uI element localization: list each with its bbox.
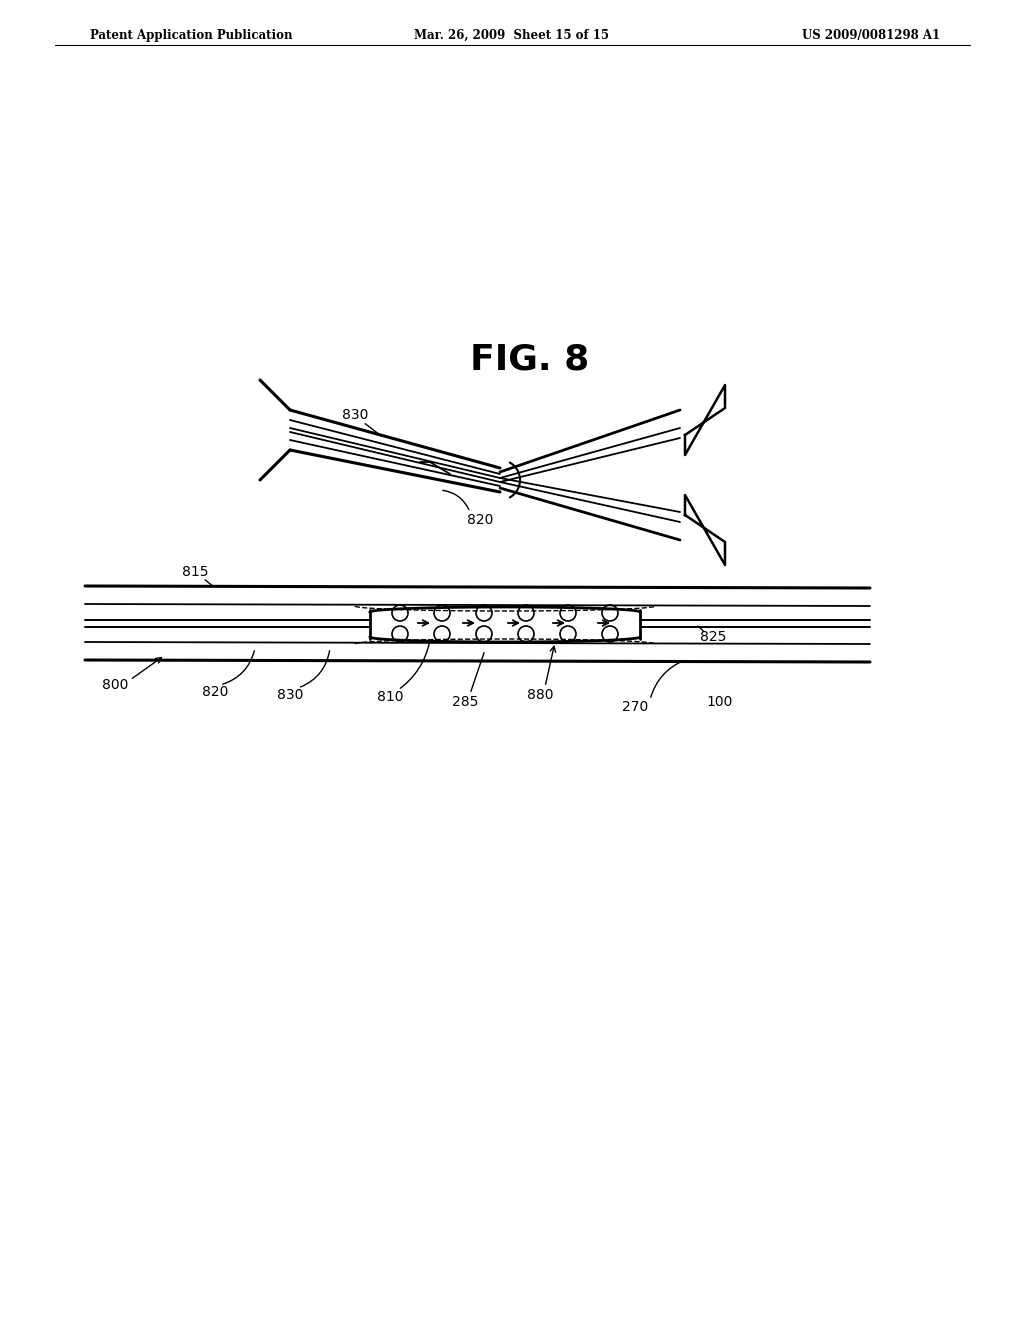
Text: 100: 100 (707, 696, 733, 709)
Text: 880: 880 (526, 688, 553, 702)
Text: 800: 800 (101, 678, 128, 692)
Text: 830: 830 (276, 688, 303, 702)
Polygon shape (685, 495, 725, 565)
Text: US 2009/0081298 A1: US 2009/0081298 A1 (802, 29, 940, 41)
Text: 825: 825 (700, 630, 726, 644)
Text: 820: 820 (467, 513, 494, 527)
Text: 810: 810 (377, 690, 403, 704)
Text: 830: 830 (342, 408, 369, 422)
Text: Patent Application Publication: Patent Application Publication (90, 29, 293, 41)
Text: 820: 820 (202, 685, 228, 700)
Text: 815: 815 (181, 565, 208, 579)
Text: 285: 285 (452, 696, 478, 709)
Polygon shape (685, 385, 725, 455)
Text: FIG. 8: FIG. 8 (470, 343, 590, 378)
Text: Mar. 26, 2009  Sheet 15 of 15: Mar. 26, 2009 Sheet 15 of 15 (415, 29, 609, 41)
Text: 270: 270 (622, 700, 648, 714)
